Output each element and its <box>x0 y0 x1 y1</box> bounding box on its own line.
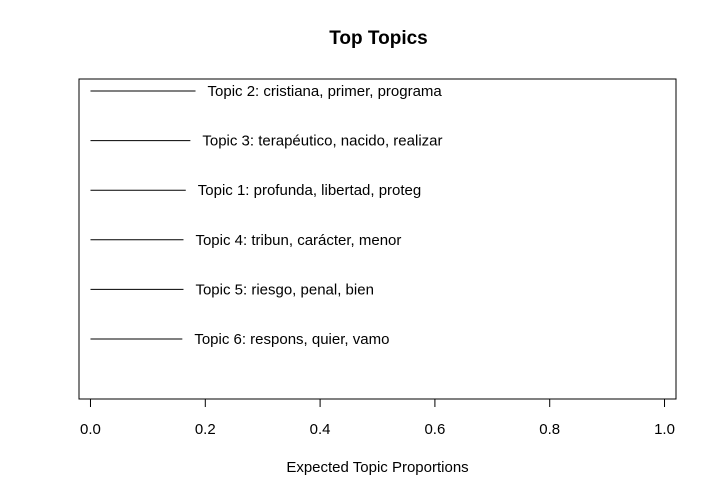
x-axis-label: Expected Topic Proportions <box>286 459 469 476</box>
bars-layer: Topic 2: cristiana, primer, programa Topi… <box>90 83 443 348</box>
x-tick-label: 0.4 <box>310 421 331 438</box>
chart-title: Top Topics <box>329 28 428 49</box>
x-tick-label: 0.6 <box>424 421 445 438</box>
topic-label: Topic 6: respons, quier, vamo <box>194 331 389 348</box>
topic-label: Topic 3: terapéutico, nacido, realizar <box>202 133 442 150</box>
topic-label: Topic 5: riesgo, penal, bien <box>195 281 373 298</box>
x-tick-label: 1.0 <box>654 421 675 438</box>
x-tick-label: 0.2 <box>195 421 216 438</box>
topic-label: Topic 1: profunda, libertad, proteg <box>198 182 421 199</box>
topic-label: Topic 2: cristiana, primer, programa <box>208 83 443 100</box>
x-axis: 0.0 0.2 0.4 0.6 0.8 1.0 <box>80 399 675 438</box>
topic-label: Topic 4: tribun, carácter, menor <box>195 232 401 249</box>
x-tick-label: 0.0 <box>80 421 101 438</box>
plot-border <box>78 78 677 400</box>
x-tick-label: 0.8 <box>539 421 560 438</box>
